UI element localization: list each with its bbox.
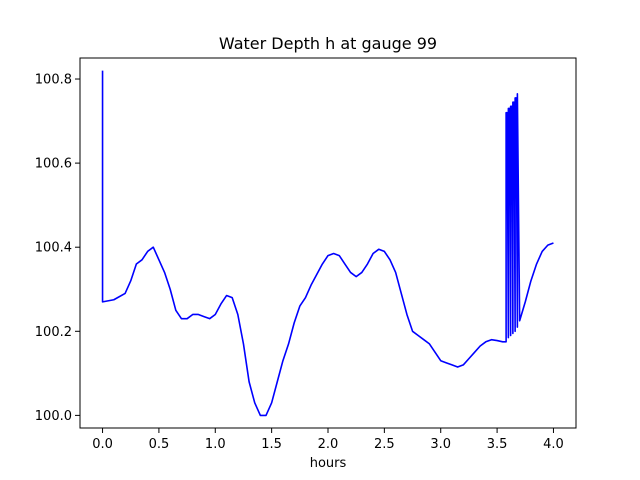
y-tick-label: 100.8 [35,73,72,88]
y-axis: 100.0 100.2 100.4 100.6 100.8 [35,73,80,424]
plot-area [101,70,554,417]
x-axis-label: hours [310,456,347,471]
x-tick-label: 3.0 [430,437,451,452]
y-tick-label: 100.0 [35,409,72,424]
y-tick-label: 100.2 [35,325,72,340]
x-tick-label: 1.5 [261,437,282,452]
x-tick-label: 1.0 [205,437,226,452]
y-tick-label: 100.6 [35,157,72,172]
x-tick-label: 0.0 [92,437,113,452]
y-tick-label: 100.4 [35,241,72,256]
x-tick-label: 2.0 [318,437,339,452]
x-tick-label: 0.5 [149,437,170,452]
chart-title: Water Depth h at gauge 99 [219,34,437,53]
series-line-0 [101,70,554,417]
x-tick-label: 3.5 [487,437,508,452]
x-axis: 0.0 0.5 1.0 1.5 2.0 2.5 3.0 3.5 4.0 [92,428,564,452]
x-tick-label: 4.0 [543,437,564,452]
x-tick-label: 2.5 [374,437,395,452]
